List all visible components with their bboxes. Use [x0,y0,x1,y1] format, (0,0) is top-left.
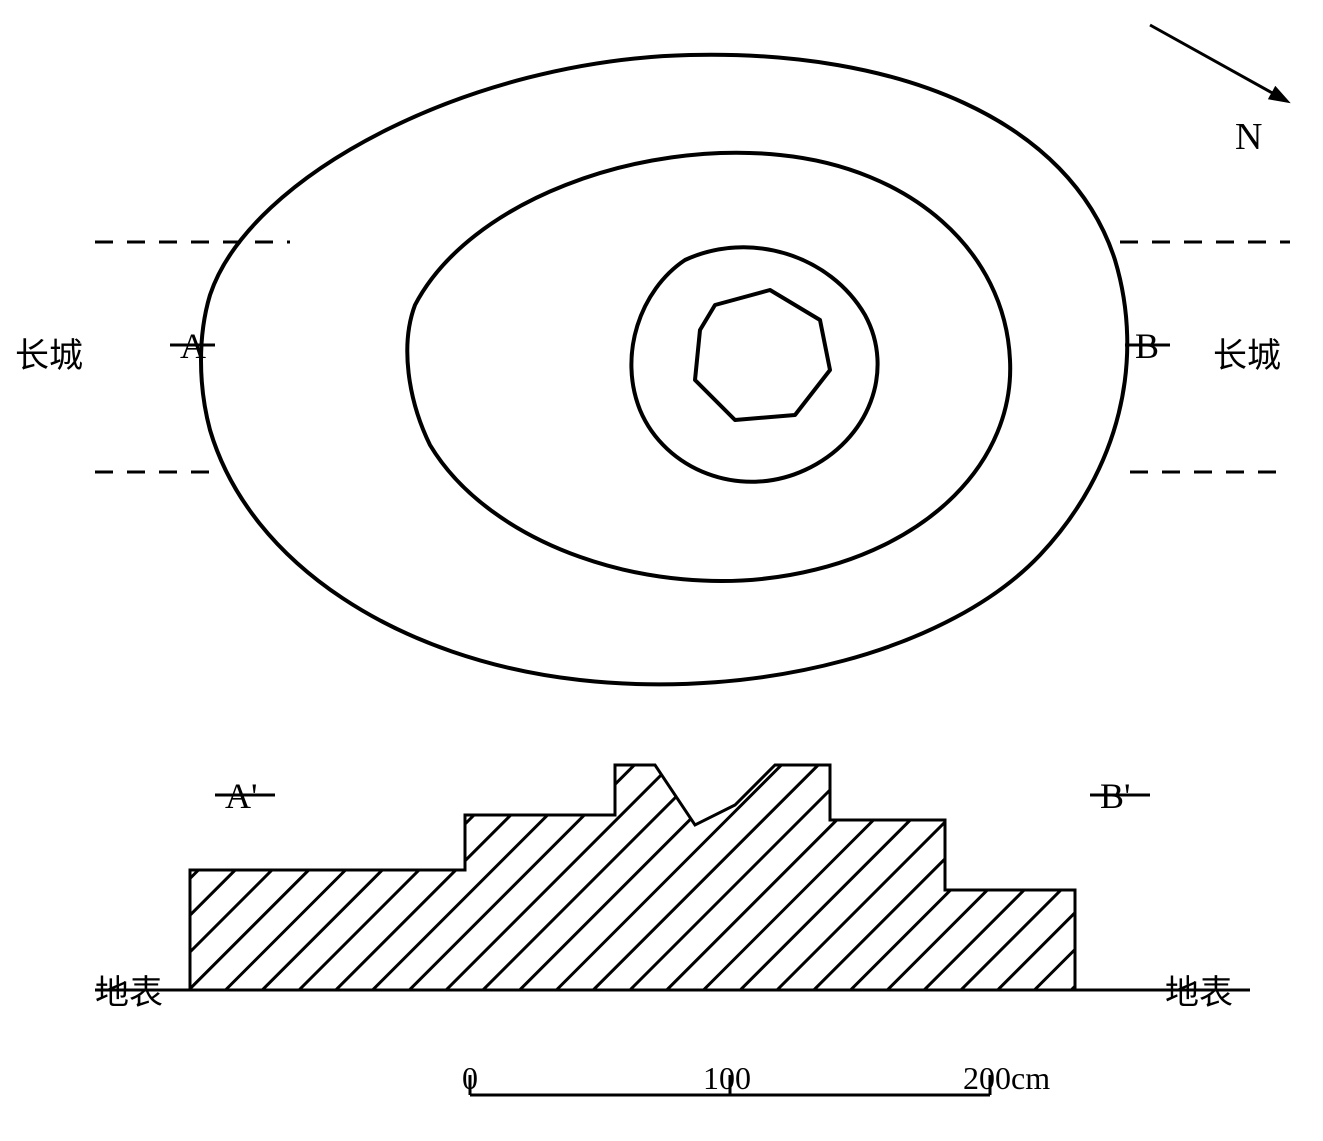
scale-tick-100: 100 [703,1060,751,1097]
plan-contours [201,55,1127,685]
ground-label-right: 地表 [1165,965,1233,1014]
figure-svg [0,0,1323,1141]
section-point-a-prime: A' [225,775,257,817]
contour-level-1 [407,153,1010,581]
section-point-b-prime: B' [1100,775,1131,817]
scale-tick-200: 200cm [963,1060,1050,1097]
contour-level-2 [631,247,877,481]
wall-label-left: 长城 [15,328,83,377]
contour-level-3 [695,290,830,420]
wall-label-right: 长城 [1213,328,1281,377]
section-fill [190,765,1075,990]
section-point-b: B [1135,325,1159,367]
north-arrow [1150,25,1285,100]
north-label: N [1235,115,1262,159]
scale-tick-0: 0 [462,1060,478,1097]
section-point-a: A [180,325,206,367]
cross-section [95,765,1250,990]
ground-label-left: 地表 [95,965,163,1014]
contour-level-0 [201,55,1127,685]
